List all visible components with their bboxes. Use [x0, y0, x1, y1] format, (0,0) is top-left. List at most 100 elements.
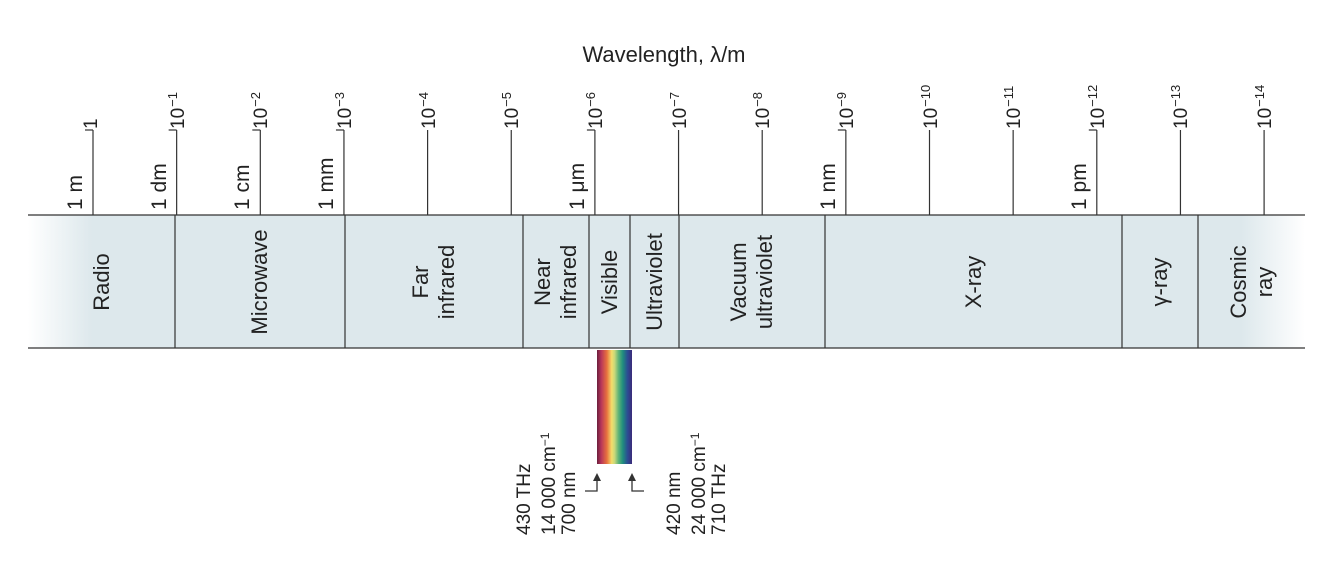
visible-violet-label-line: 24 000 cm−1	[685, 407, 710, 535]
region-label: Ultraviolet	[642, 218, 668, 346]
red-arrowhead	[593, 473, 601, 481]
tick-unit-text: 1 pm	[1067, 163, 1091, 210]
tick-unit-label: 1 dm	[147, 134, 173, 210]
tick-exponent: −11	[1001, 85, 1017, 107]
tick-label: 10−14	[1252, 69, 1277, 129]
region-label-line: ray	[1251, 266, 1277, 297]
region-label-line: Vacuum	[726, 241, 751, 322]
tick-base: 10	[836, 107, 858, 129]
tick-label: 10−7	[666, 69, 691, 129]
region-label-line: Radio	[88, 252, 114, 311]
tick-base: 10	[1255, 107, 1277, 129]
axis-title: Wavelength, λ/m	[582, 42, 746, 67]
tick-label: 10−11	[1001, 69, 1026, 129]
visible-red-label-line: 14 000 cm−1	[535, 407, 560, 535]
tick-unit-label: 1 pm	[1067, 134, 1093, 210]
tick-unit-label: 1 μm	[565, 134, 591, 210]
tick-base: 10	[334, 107, 356, 129]
tick-unit-text: 1 dm	[147, 163, 171, 210]
tick-base: 10	[920, 107, 942, 129]
tick-exponent: −5	[499, 92, 515, 107]
tick-base: 10	[1171, 107, 1193, 129]
tick-unit-text: 1 μm	[565, 162, 589, 210]
tick-base: 10	[669, 107, 691, 129]
tick-exponent: −7	[666, 92, 682, 107]
tick-label: 10−12	[1084, 69, 1109, 129]
region-label-line: Near	[530, 257, 555, 306]
visible-red-label-text: 14 000 cm	[539, 446, 560, 535]
tick-exponent: −14	[1252, 84, 1268, 107]
tick-exponent: −9	[833, 92, 849, 107]
tick-unit-text: 1 nm	[816, 163, 840, 210]
visible-red-label: 430 THz 14 000 cm−1 700 nm	[514, 407, 580, 535]
region-label: X-ray	[961, 218, 987, 346]
tick-label: 10−2	[248, 69, 273, 129]
tick-base: 10	[502, 107, 524, 129]
tick-exponent: −6	[582, 92, 598, 107]
tick-exponent: −1	[164, 92, 180, 107]
visible-violet-label-text: 710 THz	[709, 463, 730, 535]
tick-unit-text: 1 m	[64, 174, 87, 210]
tick-exponent: −12	[1084, 84, 1100, 107]
tick-unit-label: 1 cm	[231, 134, 256, 210]
tick-base: 10	[1087, 107, 1109, 129]
tick-label: 10−3	[331, 69, 356, 129]
region-label-line: Far	[408, 265, 433, 298]
region-label-line: infrared	[556, 244, 581, 319]
region-label: Microwave	[247, 218, 273, 346]
region-label: γ-ray	[1147, 218, 1173, 346]
region-label-line: Ultraviolet	[641, 232, 667, 331]
region-label-line: Cosmic	[1225, 244, 1251, 319]
region-label: Vacuum ultraviolet	[726, 218, 778, 346]
region-label: Cosmic ray	[1226, 218, 1278, 346]
region-label-line: Visible	[596, 249, 622, 314]
tick-base: 1	[81, 118, 102, 129]
visible-red-label-exponent: −1	[538, 432, 552, 447]
tick-base: 10	[585, 107, 607, 129]
tick-label: 10−4	[415, 69, 440, 129]
tick-base: 10	[1004, 107, 1026, 129]
visible-red-label-text: 430 THz	[514, 463, 535, 535]
spectrum-band	[28, 215, 1305, 348]
visible-spectrum-bar	[597, 350, 632, 464]
region-label: Visible	[597, 218, 623, 346]
visible-red-label-text: 700 nm	[559, 471, 580, 535]
visible-violet-label-text: 420 nm	[664, 471, 685, 535]
tick-unit-text: 1 mm	[314, 157, 338, 211]
tick-label: 1	[81, 69, 104, 129]
tick-base: 10	[167, 107, 189, 129]
region-label-line: infrared	[434, 244, 459, 319]
tick-label: 10−5	[499, 69, 524, 129]
visible-violet-label-line: 710 THz	[709, 407, 730, 535]
tick-exponent: −2	[248, 92, 264, 107]
visible-red-label-line: 430 THz	[514, 407, 535, 535]
region-label-line: X-ray	[960, 255, 986, 308]
tick-label: 10−13	[1168, 69, 1193, 129]
tick-base: 10	[418, 107, 440, 129]
tick-label: 10−9	[833, 69, 858, 129]
tick-label: 10−1	[164, 69, 189, 129]
tick-base: 10	[251, 107, 273, 129]
region-label-line: ultraviolet	[752, 234, 777, 329]
visible-violet-label-exponent: −1	[688, 432, 702, 447]
tick-label: 10−8	[750, 69, 775, 129]
tick-exponent: −8	[750, 92, 766, 107]
tick-label: 10−10	[918, 69, 942, 129]
tick-exponent: −3	[331, 92, 347, 107]
visible-violet-label: 420 nm 24 000 cm−1 710 THz	[664, 407, 730, 535]
tick-base: 10	[753, 107, 775, 129]
visible-violet-label-line: 420 nm	[664, 407, 685, 535]
violet-arrowhead	[628, 473, 636, 481]
region-label: Radio	[89, 218, 115, 346]
visible-violet-label-text: 24 000 cm	[689, 446, 710, 535]
tick-exponent: −13	[1168, 84, 1184, 107]
visible-red-label-line: 700 nm	[559, 407, 580, 535]
tick-unit-label: 1 mm	[314, 134, 340, 211]
region-label: Near infrared	[530, 218, 582, 346]
tick-exponent: −4	[415, 92, 431, 107]
tick-label: 10−6	[582, 69, 607, 129]
region-label-line: Microwave	[247, 228, 272, 335]
tick-unit-label: 1 nm	[816, 134, 842, 210]
